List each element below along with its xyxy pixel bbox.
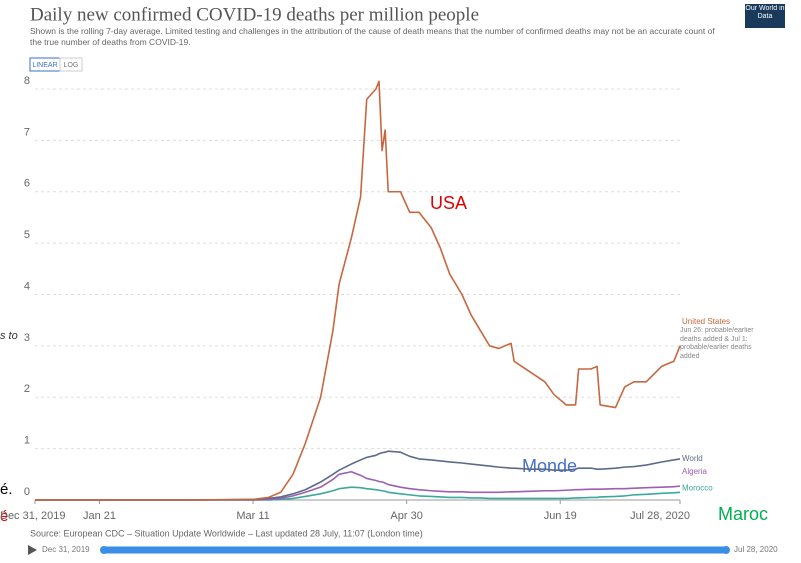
y-tick-label: 3 <box>24 332 30 344</box>
left-fragment: é <box>0 508 8 525</box>
x-tick-label: Mar 11 <box>236 510 269 522</box>
y-tick-label: 2 <box>24 383 30 395</box>
legend-label: United States <box>682 317 730 326</box>
subtitle: Shown is the rolling 7-day average. Limi… <box>30 26 715 47</box>
left-fragment: é. <box>0 481 13 498</box>
x-tick-label: Dec 31, 2019 <box>0 510 65 522</box>
y-tick-label: 5 <box>24 229 30 241</box>
timeline-handle[interactable] <box>722 546 730 554</box>
log-label[interactable]: LOG <box>64 62 79 69</box>
logo-box <box>745 4 785 28</box>
y-tick-label: 4 <box>24 280 30 292</box>
series-line <box>35 80 681 501</box>
left-fragment: s to <box>0 330 18 342</box>
timeline-end: Jul 28, 2020 <box>734 545 778 554</box>
timeline-start: Dec 31, 2019 <box>42 545 90 554</box>
y-tick-label: 0 <box>24 486 30 498</box>
linear-label[interactable]: LINEAR <box>32 62 57 69</box>
annotation: Monde <box>522 456 577 476</box>
y-tick-label: 8 <box>24 75 30 87</box>
legend-label: Algeria <box>682 467 707 476</box>
legend-label: Morocco <box>682 483 713 492</box>
logo: Our World in Data <box>745 5 785 20</box>
x-tick-label: Jun 19 <box>544 510 577 522</box>
source: Source: European CDC – Situation Update … <box>30 528 423 538</box>
play-button[interactable] <box>28 545 37 555</box>
x-tick-label: Jan 21 <box>83 510 116 522</box>
subtitle-box: Shown is the rolling 7-day average. Limi… <box>30 26 715 47</box>
y-tick-label: 7 <box>24 126 30 138</box>
timeline-handle[interactable] <box>100 546 108 554</box>
annotation: USA <box>430 193 467 213</box>
chart-title: Daily new confirmed COVID-19 deaths per … <box>30 4 479 25</box>
series-line <box>35 470 681 501</box>
note-box: Jun 26: probable/earlier deaths added & … <box>680 327 754 360</box>
x-tick-label: Apr 30 <box>390 510 422 522</box>
series-line <box>35 486 681 501</box>
annotation: Maroc <box>718 504 768 524</box>
series-line <box>35 450 681 501</box>
x-tick-label: Jul 28, 2020 <box>630 510 690 522</box>
log-button[interactable] <box>59 57 83 72</box>
y-tick-label: 1 <box>24 435 30 447</box>
logo-wrap: Our World in Data <box>745 5 785 20</box>
note: Jun 26: probable/earlier deaths added & … <box>680 327 754 360</box>
legend-label: World <box>682 454 703 463</box>
y-tick-label: 6 <box>24 178 30 190</box>
